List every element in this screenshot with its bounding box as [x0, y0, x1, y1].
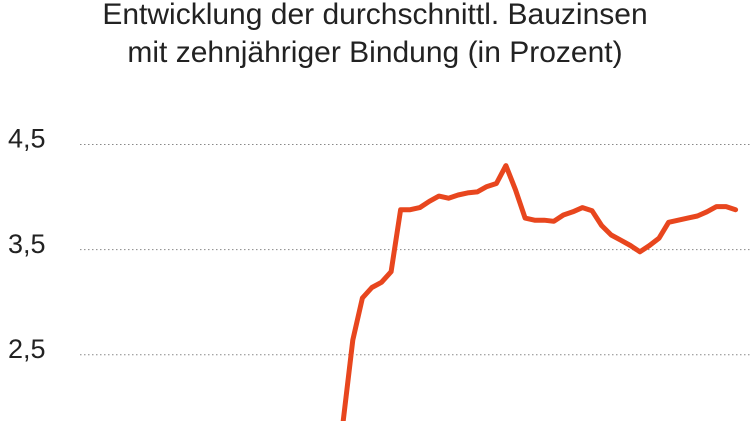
y-tick-label: 3,5: [8, 229, 46, 259]
y-tick-label: 2,5: [8, 334, 46, 364]
y-tick-label: 4,5: [8, 124, 46, 154]
chart-title: Entwicklung der durchschnittl. Bauzinsen: [102, 0, 647, 31]
chart-title: mit zehnjähriger Bindung (in Prozent): [127, 36, 622, 69]
line: [340, 163, 739, 421]
